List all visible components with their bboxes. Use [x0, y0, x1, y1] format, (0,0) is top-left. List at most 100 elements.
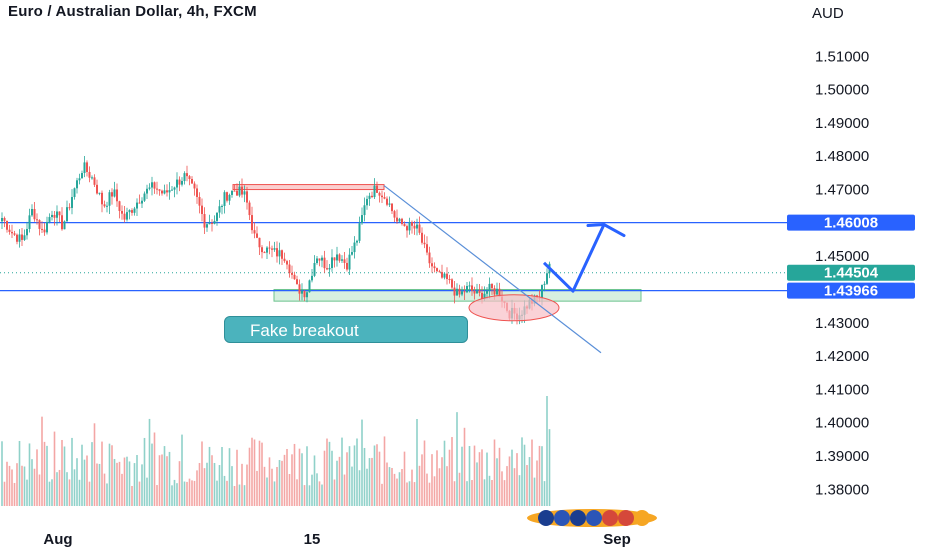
- volume-bar: [541, 446, 543, 506]
- candle-body: [11, 231, 13, 234]
- zones-layer: [232, 184, 642, 302]
- volume-bar: [471, 480, 473, 506]
- volume-bar: [273, 481, 276, 506]
- volume-bar: [3, 481, 6, 506]
- candle-body: [383, 197, 386, 199]
- volume-bar: [88, 481, 91, 506]
- volume-bar: [473, 445, 476, 506]
- candle-body: [198, 196, 201, 206]
- volume-bar: [323, 450, 326, 506]
- volume-bar: [56, 472, 58, 506]
- price-tick-label: 1.41000: [815, 381, 869, 398]
- volume-bar: [218, 465, 221, 506]
- candle-body: [128, 210, 131, 213]
- candle-body: [241, 186, 243, 195]
- candle-body: [448, 279, 451, 281]
- candle-body: [36, 219, 38, 221]
- volume-bar: [131, 485, 133, 506]
- candle-body: [73, 188, 76, 198]
- candle-body: [126, 212, 128, 220]
- volume-bar: [11, 469, 13, 506]
- candle-body: [133, 208, 136, 213]
- candle-body: [16, 234, 18, 242]
- candle-body: [253, 230, 256, 234]
- candle-body: [83, 162, 86, 174]
- candle-body: [418, 224, 421, 233]
- candle-body: [201, 205, 203, 215]
- volume-bar: [451, 437, 453, 506]
- volume-bar: [456, 412, 458, 506]
- volume-bar: [221, 446, 223, 506]
- price-tick-label: 1.42000: [815, 348, 869, 365]
- volume-bar: [121, 473, 123, 506]
- candle-body: [416, 224, 418, 229]
- candle-body: [398, 218, 401, 222]
- volume-bar: [506, 466, 508, 506]
- candle-body: [228, 194, 231, 201]
- candle-body: [136, 202, 138, 209]
- candle-body: [396, 217, 398, 222]
- volume-bar: [171, 485, 173, 506]
- volume-bar: [51, 479, 53, 506]
- candle-body: [176, 179, 178, 188]
- volume-bar: [68, 479, 71, 506]
- volume-bar: [316, 473, 318, 506]
- fake-breakout-callout[interactable]: Fake breakout: [224, 316, 468, 343]
- volume-bar: [321, 484, 323, 506]
- candle-body: [351, 252, 353, 255]
- candle-body: [461, 291, 463, 295]
- date-tick-label: Sep: [603, 531, 631, 548]
- volume-bar: [196, 470, 198, 506]
- candle-body: [316, 258, 318, 264]
- volume-bar: [61, 439, 63, 506]
- volume-bar: [216, 480, 218, 506]
- candle-body: [121, 210, 123, 214]
- volume-bar: [81, 444, 83, 506]
- volume-bar: [58, 469, 61, 506]
- candle-body: [323, 257, 326, 269]
- candle-body: [21, 234, 23, 240]
- candle-body: [6, 220, 8, 230]
- price-tick-label: 1.50000: [815, 82, 869, 99]
- candle-body: [301, 290, 303, 294]
- volume-bar: [368, 458, 371, 506]
- candle-body: [158, 189, 161, 191]
- volume-bar: [48, 481, 51, 506]
- candle-body: [98, 192, 101, 194]
- candle-body: [23, 235, 26, 240]
- volume-bar: [296, 479, 298, 506]
- candle-body: [541, 284, 543, 299]
- volume-bar: [151, 443, 153, 506]
- volume-bar: [161, 454, 163, 506]
- volume-bar: [426, 473, 428, 506]
- candle-body: [111, 192, 113, 197]
- volume-bar: [8, 465, 11, 506]
- fake-breakout-ellipse: [468, 294, 560, 322]
- volume-bar: [436, 450, 438, 506]
- candle-body: [463, 291, 466, 293]
- volume-bar: [398, 472, 401, 506]
- candle-body: [441, 272, 443, 278]
- volume-bar: [213, 462, 216, 506]
- candle-body: [338, 254, 341, 261]
- candle-body: [401, 218, 403, 225]
- candle-body: [63, 221, 66, 230]
- volume-bar: [258, 440, 261, 506]
- candle-body: [443, 273, 446, 278]
- candle-body: [308, 280, 311, 293]
- volume-bar: [383, 436, 386, 506]
- candle-body: [376, 185, 378, 193]
- candle-body: [423, 242, 426, 245]
- volume-bar: [116, 462, 118, 506]
- volume-bar: [288, 473, 291, 506]
- candle-body: [203, 214, 206, 228]
- volume-bar: [18, 440, 21, 506]
- volume-bar: [513, 468, 516, 506]
- candle-body: [53, 214, 56, 218]
- volume-bar: [103, 473, 106, 506]
- volume-bar: [188, 478, 191, 506]
- candle-body: [61, 215, 63, 230]
- candle-body: [341, 259, 343, 261]
